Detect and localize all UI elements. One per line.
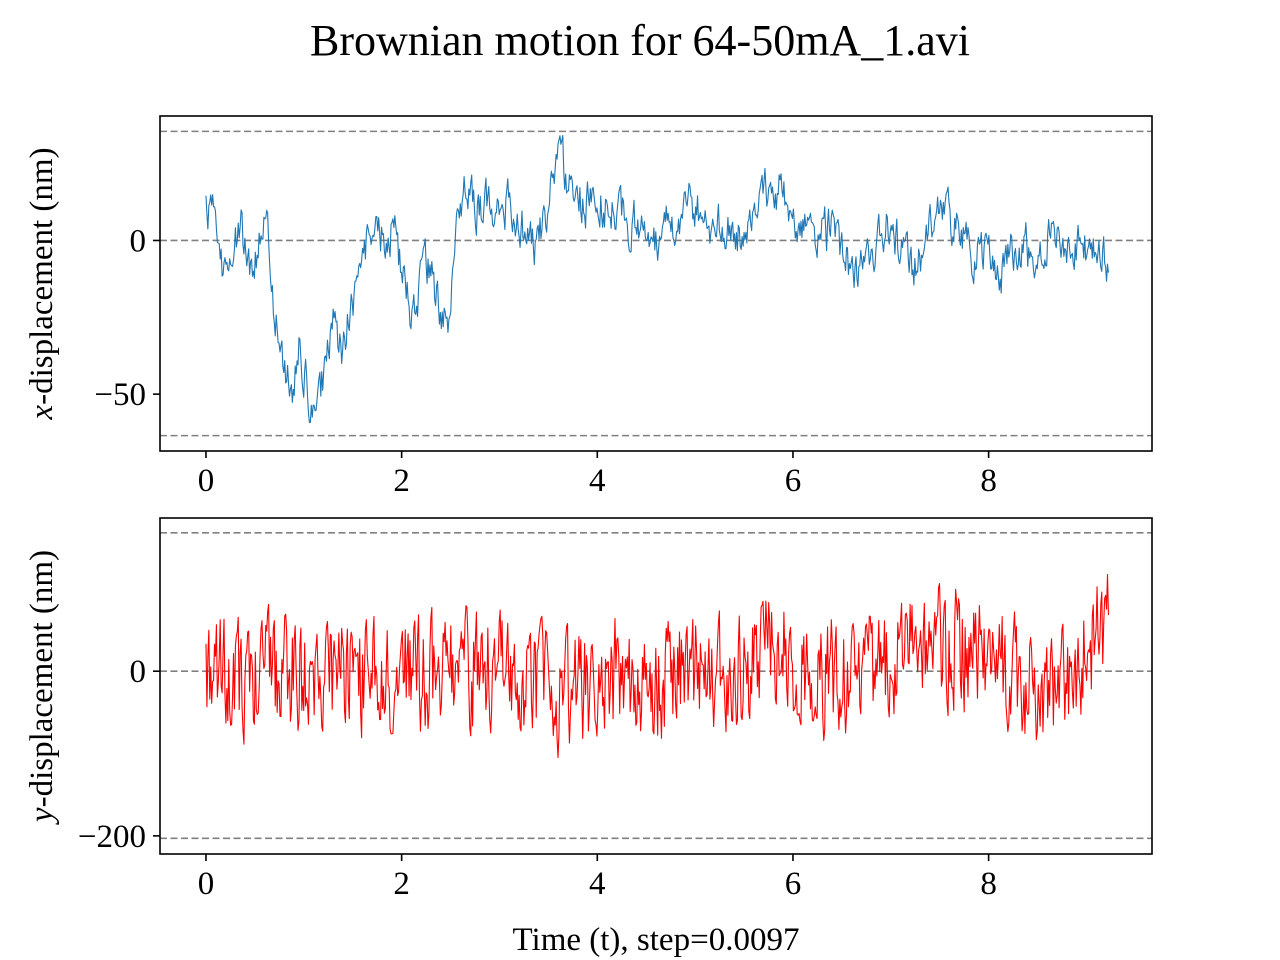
x-tick-label: 2: [393, 463, 410, 499]
y-tick-label: −200: [78, 819, 146, 855]
x-tick-label: 2: [393, 866, 410, 902]
x-tick-label: 0: [198, 463, 215, 499]
x-tick-label: 8: [980, 866, 997, 902]
y-panel-yticks: −200 0: [78, 654, 160, 855]
x-panel-ylabel: x-displacement (nm): [24, 147, 60, 420]
x-displacement-series: [205, 134, 1109, 423]
y-panel-ylabel: y-displacement (nm): [24, 550, 60, 825]
x-tick-label: 4: [589, 866, 606, 902]
series-line: [205, 573, 1109, 759]
series-line: [205, 134, 1109, 423]
x-tick-label: 6: [785, 866, 802, 902]
x-displacement-panel: 0 2 4 6 8 −50 0 x-displacement (nm): [24, 115, 1153, 499]
x-panel-ylabel-var: x: [24, 405, 60, 421]
y-tick-label: 0: [130, 654, 147, 690]
y-panel-ylabel-rest: -displacement (nm): [24, 550, 60, 808]
y-panel-frame: [159, 517, 1153, 855]
y-tick-label: −50: [94, 377, 146, 413]
y-tick-label: 0: [130, 223, 147, 259]
y-displacement-series: [205, 573, 1109, 759]
y-panel-xticks: 0 2 4 6 8: [198, 854, 997, 902]
reference-lines: [160, 130, 1152, 437]
x-tick-label: 4: [589, 463, 606, 499]
x-tick-label: 0: [198, 866, 215, 902]
y-displacement-panel: 0 2 4 6 8 −200 0 y-displacement (nm) Time (t)…: [24, 517, 1153, 958]
x-axis-label: Time (t), step=0.0097: [513, 922, 800, 958]
x-tick-label: 6: [785, 463, 802, 499]
figure-title: Brownian motion for 64-50mA_1.avi: [310, 16, 970, 65]
x-panel-frame: [159, 115, 1153, 452]
x-tick-label: 8: [980, 463, 997, 499]
x-panel-ylabel-rest: -displacement (nm): [24, 147, 60, 405]
x-panel-yticks: −50 0: [94, 223, 160, 413]
x-panel-xticks: 0 2 4 6 8: [198, 451, 997, 499]
y-panel-ylabel-var: y: [24, 807, 60, 825]
